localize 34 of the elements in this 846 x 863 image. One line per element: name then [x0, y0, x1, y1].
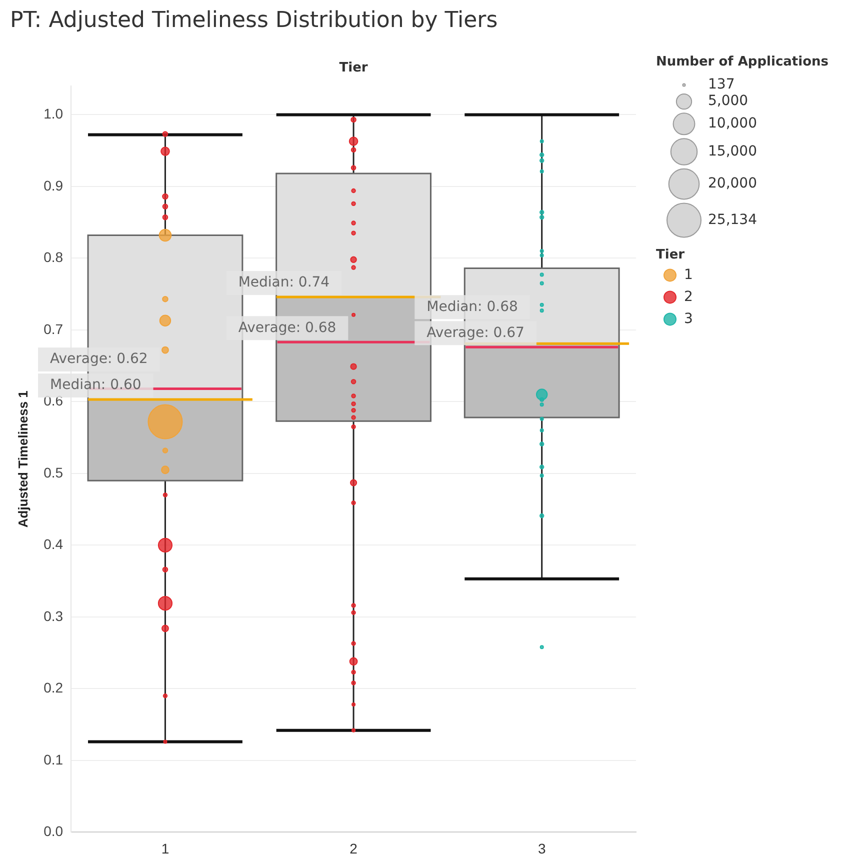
legend-title: Tier	[656, 248, 686, 263]
legend-label: 137	[708, 76, 735, 93]
chart-title: PT: Adjusted Timeliness Distribution by Tiers	[10, 8, 498, 33]
annotation: Median: 0.60	[50, 377, 142, 394]
y-tick-label: 0.2	[44, 680, 64, 696]
annotation: Average: 0.68	[238, 320, 336, 336]
x-tick-label: 1	[161, 840, 170, 856]
legend-label: 2	[684, 288, 693, 305]
x-tick-label: 3	[538, 840, 546, 856]
y-tick-label: 0.6	[44, 392, 64, 409]
annotation: Median: 0.74	[238, 274, 330, 291]
y-tick-label: 0.3	[44, 608, 64, 624]
y-tick-label: 1.0	[44, 106, 64, 122]
annotation: Median: 0.68	[426, 298, 518, 315]
x-tick-label: 2	[350, 840, 358, 856]
legend-label: 1	[684, 266, 693, 283]
legend-label: 20,000	[708, 176, 757, 192]
y-tick-label: 0.9	[44, 177, 64, 194]
legend-label: 25,134	[708, 212, 758, 228]
annotation: Average: 0.67	[426, 324, 524, 341]
legend-label: 15,000	[708, 143, 757, 160]
y-tick-label: 0.5	[44, 464, 64, 480]
text: Number of Applications	[656, 54, 829, 70]
legend-label: 3	[684, 310, 693, 327]
annotation: Average: 0.62	[50, 351, 148, 368]
legend-label: 10,000	[708, 116, 757, 132]
legend-label: 5,000	[708, 93, 748, 110]
y-tick-label: 0.0	[44, 823, 64, 840]
x-axis-title: Tier	[339, 60, 368, 76]
y-tick-label: 0.7	[44, 320, 64, 337]
y-tick-label: 0.4	[44, 536, 64, 552]
y-axis-title: Adjusted Timeliness 1	[15, 390, 30, 528]
y-tick-label: 0.8	[44, 249, 64, 266]
y-tick-label: 0.1	[44, 751, 64, 768]
